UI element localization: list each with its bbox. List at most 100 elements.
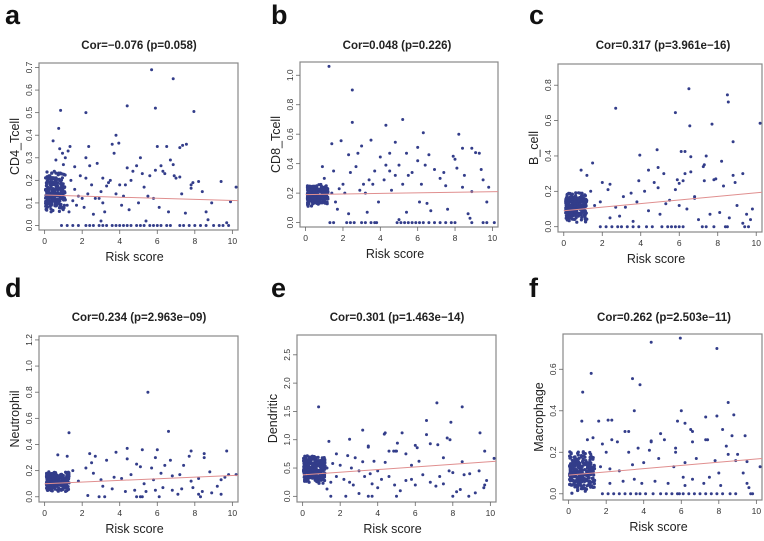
data-point xyxy=(168,224,172,227)
data-point xyxy=(56,186,60,190)
y-tick-label: 0.4 xyxy=(543,150,553,162)
data-point xyxy=(698,492,702,496)
data-point xyxy=(388,169,392,173)
data-point xyxy=(577,456,581,460)
data-point xyxy=(317,195,321,199)
data-point xyxy=(370,482,374,486)
data-point xyxy=(371,182,375,186)
data-point xyxy=(592,463,596,467)
data-point xyxy=(313,459,317,463)
data-point xyxy=(309,188,314,192)
data-point xyxy=(598,200,602,204)
data-point xyxy=(101,201,105,205)
data-point xyxy=(681,179,685,183)
data-point xyxy=(477,469,481,473)
data-point xyxy=(657,457,661,460)
data-point xyxy=(735,204,739,207)
data-point xyxy=(636,446,640,450)
data-point xyxy=(604,225,608,229)
data-point xyxy=(71,199,75,203)
data-point xyxy=(481,221,485,225)
data-point xyxy=(306,463,311,467)
data-point xyxy=(58,171,63,175)
data-point xyxy=(178,224,182,227)
data-point xyxy=(197,180,201,183)
data-point xyxy=(692,492,696,496)
data-point xyxy=(57,126,61,130)
data-point xyxy=(447,469,451,473)
data-point xyxy=(56,201,61,205)
data-point xyxy=(66,149,70,153)
data-point xyxy=(694,457,698,460)
y-tick-label: 0.4 xyxy=(24,438,34,450)
data-point xyxy=(583,479,587,483)
data-point xyxy=(159,224,163,227)
data-point xyxy=(165,224,169,227)
data-point xyxy=(337,187,341,191)
data-point xyxy=(608,481,612,485)
x-tick-label: 6 xyxy=(415,233,420,243)
data-point xyxy=(584,211,588,215)
data-point xyxy=(582,451,586,455)
data-point xyxy=(455,166,459,170)
data-point xyxy=(583,487,588,491)
data-point xyxy=(658,212,662,216)
data-point xyxy=(142,482,146,486)
data-point xyxy=(637,179,641,183)
data-point xyxy=(448,438,452,442)
data-point xyxy=(344,494,348,498)
data-point xyxy=(200,190,204,194)
data-point xyxy=(458,488,462,491)
data-point xyxy=(673,225,677,229)
data-point xyxy=(675,178,679,182)
data-point xyxy=(570,491,574,495)
data-point xyxy=(585,173,589,177)
data-point xyxy=(165,145,169,148)
data-point xyxy=(118,224,122,227)
data-point xyxy=(438,221,442,225)
data-point xyxy=(401,182,405,186)
data-point xyxy=(576,459,580,463)
data-point xyxy=(384,163,388,167)
data-point xyxy=(715,414,719,418)
data-point xyxy=(320,456,325,461)
data-point xyxy=(579,168,583,172)
data-point xyxy=(455,490,459,494)
data-point xyxy=(610,225,614,229)
data-point xyxy=(650,225,654,229)
data-point xyxy=(681,492,685,496)
data-point xyxy=(468,216,472,220)
data-point xyxy=(616,225,620,229)
data-point xyxy=(580,469,584,473)
data-point xyxy=(576,451,580,455)
data-point xyxy=(492,456,496,460)
data-point xyxy=(312,463,316,467)
data-point xyxy=(397,163,401,167)
data-point xyxy=(713,459,717,463)
regression-line xyxy=(44,474,239,485)
data-point xyxy=(649,340,653,344)
data-point xyxy=(133,488,137,492)
data-point xyxy=(219,492,223,496)
data-point xyxy=(383,460,387,464)
data-point xyxy=(84,156,88,160)
data-point xyxy=(60,472,64,476)
x-tick-label: 0 xyxy=(303,233,308,243)
data-point xyxy=(229,200,232,204)
data-point xyxy=(653,479,657,483)
x-tick-label: 6 xyxy=(155,236,160,246)
data-point xyxy=(69,178,73,182)
data-point xyxy=(436,443,440,447)
data-point xyxy=(183,211,187,215)
data-point xyxy=(387,449,391,453)
data-point xyxy=(656,186,660,190)
data-point xyxy=(398,489,402,493)
data-point xyxy=(569,195,573,199)
data-point xyxy=(674,450,678,454)
data-point xyxy=(393,173,397,177)
data-point xyxy=(460,405,464,409)
plot-frame xyxy=(38,62,239,231)
data-point xyxy=(157,495,161,499)
data-point xyxy=(99,478,103,482)
data-point xyxy=(49,210,53,214)
